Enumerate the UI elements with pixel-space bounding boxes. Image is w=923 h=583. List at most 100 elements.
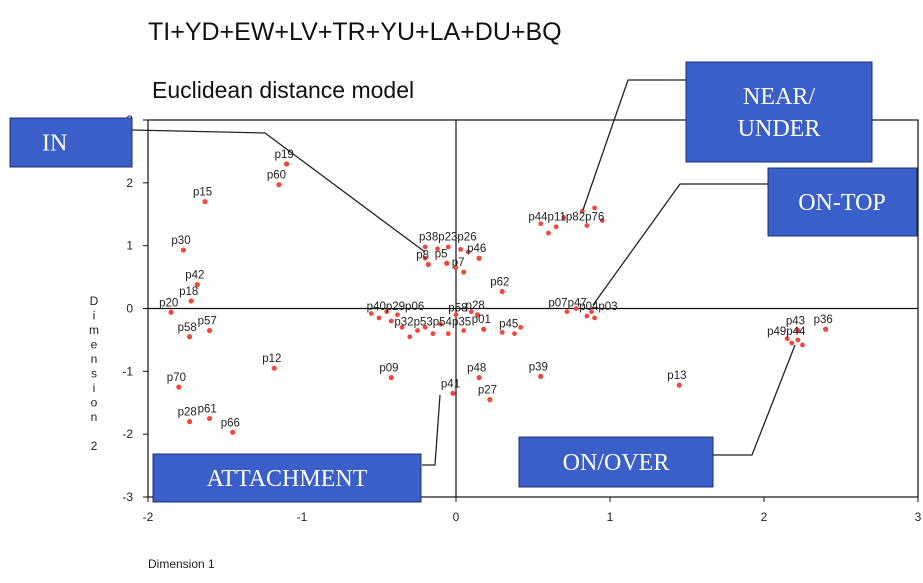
point-label: p61 xyxy=(198,403,217,415)
point-label: p8 xyxy=(416,250,429,262)
data-point xyxy=(499,329,505,335)
cluster-label: p45 xyxy=(499,318,518,330)
point-label: p58 xyxy=(178,322,197,334)
point-label: p60 xyxy=(267,170,286,182)
y-axis-label-letter: i xyxy=(93,309,96,323)
data-point xyxy=(388,318,394,324)
data-point xyxy=(438,321,443,327)
data-point xyxy=(399,324,405,330)
cluster-label: p49p44 xyxy=(767,326,806,338)
leader-on-over xyxy=(713,344,796,456)
point-label: p42 xyxy=(185,270,204,282)
data-point xyxy=(823,326,829,332)
chart-subtitle: Euclidean distance model xyxy=(152,77,414,103)
data-point xyxy=(453,265,459,271)
data-point xyxy=(188,298,194,304)
cluster-label: p58 xyxy=(448,303,467,315)
data-point xyxy=(194,282,200,288)
box-near-under-background xyxy=(685,61,873,163)
data-point xyxy=(450,390,456,396)
point-label: p62 xyxy=(490,277,509,289)
data-point xyxy=(592,205,597,211)
data-point xyxy=(376,315,382,321)
data-point xyxy=(546,230,551,236)
leader-on-top xyxy=(592,183,768,306)
box-near-under-text: UNDER xyxy=(738,116,821,142)
data-point xyxy=(207,327,213,334)
point-label: p09 xyxy=(379,363,398,375)
box-on-over-text: ON/OVER xyxy=(563,450,670,476)
data-point xyxy=(538,373,544,379)
cluster-label: p07p47 xyxy=(548,298,586,310)
y-tick-label: -1 xyxy=(122,364,133,378)
data-point xyxy=(422,255,428,261)
data-point xyxy=(561,214,567,220)
data-point xyxy=(800,342,805,348)
box-attachment: ATTACHMENT xyxy=(152,453,422,503)
point-label: p01 xyxy=(472,314,491,326)
data-point xyxy=(795,337,801,343)
data-point xyxy=(422,324,428,330)
point-label: p41 xyxy=(441,378,460,390)
data-point xyxy=(789,340,795,346)
data-point xyxy=(368,311,374,316)
y-tick-label: 1 xyxy=(126,239,133,253)
data-point xyxy=(476,375,482,381)
y-axis-label-letter: n xyxy=(91,352,98,366)
data-point xyxy=(499,288,505,295)
point-label: p28 xyxy=(466,300,485,312)
data-point xyxy=(430,331,436,337)
data-point xyxy=(564,309,570,315)
x-tick-label: 1 xyxy=(607,510,614,524)
data-point xyxy=(476,255,482,261)
point-label: p43 xyxy=(786,315,805,327)
point-label: p13 xyxy=(667,370,686,382)
data-point xyxy=(461,269,467,275)
box-on-top-text: ON-TOP xyxy=(798,190,886,216)
y-axis-label-letter: D xyxy=(90,294,99,308)
data-point xyxy=(284,161,290,167)
y-axis-label-letter: m xyxy=(89,323,99,337)
data-point xyxy=(474,312,481,318)
point-label: p36 xyxy=(814,314,833,326)
data-point xyxy=(271,365,277,371)
data-point xyxy=(599,218,605,223)
box-near-under-text: NEAR/ xyxy=(743,84,815,110)
data-point xyxy=(481,326,487,332)
data-point xyxy=(795,327,801,334)
point-label: p5 xyxy=(435,248,448,260)
cluster-label: p32p53p54p35 xyxy=(394,316,471,328)
data-point xyxy=(469,309,474,315)
leader-near-under xyxy=(582,79,686,211)
y-axis-label-letter: o xyxy=(91,396,98,410)
x-tick-label: 2 xyxy=(761,510,768,524)
data-point xyxy=(186,419,193,425)
box-on-over: ON/OVER xyxy=(518,436,714,488)
data-point xyxy=(207,415,213,422)
box-near-under: NEAR/UNDER xyxy=(685,61,873,163)
x-axis-label: Dimension 1 xyxy=(148,557,215,571)
point-label: p18 xyxy=(179,286,198,298)
data-point xyxy=(388,375,394,381)
data-point xyxy=(458,247,464,252)
data-point xyxy=(435,246,440,252)
point-label: p46 xyxy=(467,243,486,255)
box-in-text: IN xyxy=(42,131,67,157)
data-point xyxy=(444,260,450,266)
x-tick-label: -2 xyxy=(143,510,154,524)
data-point xyxy=(518,324,524,330)
y-tick-label: -3 xyxy=(122,490,133,504)
data-point xyxy=(176,384,182,390)
point-label: p30 xyxy=(171,235,190,247)
data-point xyxy=(415,328,420,333)
cluster-label: p40p29p06 xyxy=(367,301,425,313)
box-in-background xyxy=(9,117,133,168)
point-label: p57 xyxy=(198,315,217,327)
data-point xyxy=(676,382,682,388)
data-point xyxy=(589,309,594,315)
data-point xyxy=(553,224,559,230)
y-axis-label-letter: 2 xyxy=(91,439,98,453)
data-point xyxy=(584,223,590,228)
data-point xyxy=(425,261,431,268)
x-tick-label: -1 xyxy=(297,510,308,524)
